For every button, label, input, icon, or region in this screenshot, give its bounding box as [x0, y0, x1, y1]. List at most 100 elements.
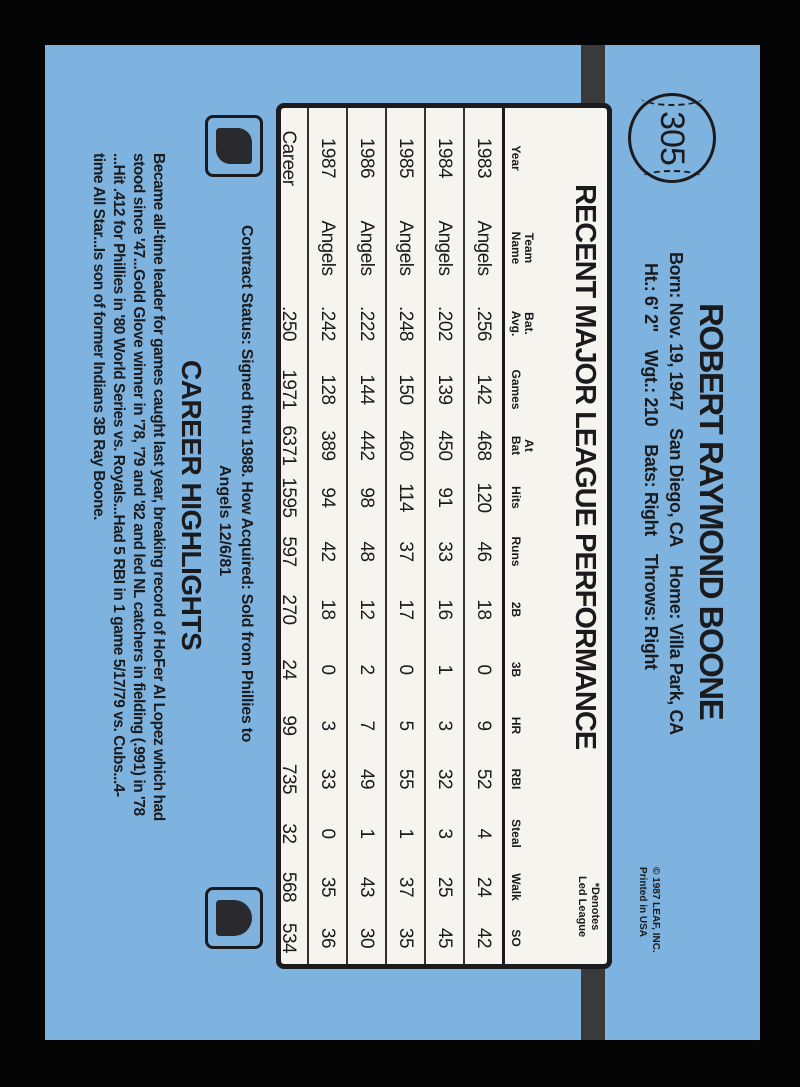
header-text: Year [509, 145, 523, 171]
header-text: 3B [509, 661, 523, 678]
stats-cell: 735 [278, 763, 300, 795]
stats-cell: 3 [317, 720, 339, 731]
stats-cell: 36 [317, 927, 339, 949]
stats-panel: RECENT MAJOR LEAGUE PERFORMANCE *Denotes… [270, 103, 612, 969]
stats-cell: 4 [473, 828, 495, 839]
mlb-logo [205, 887, 263, 949]
bats: Bats: Right [641, 444, 661, 536]
column-header: 2B [509, 579, 523, 640]
stats-cell: 2 [356, 664, 378, 675]
stats-cell: 1971 [278, 369, 300, 410]
column-header: Team Name [509, 208, 536, 288]
stats-cell: 35 [395, 927, 417, 949]
stats-cell: 144 [356, 374, 378, 405]
stats-cell: 18 [473, 599, 495, 620]
stats-cell: 0 [395, 664, 417, 675]
stats-cell: .250 [278, 306, 300, 341]
column-header: Bat. Avg. [509, 288, 536, 359]
column-header: HR [509, 699, 523, 752]
stats-cell: 46 [473, 541, 495, 562]
stats-cell: 16 [434, 599, 456, 620]
column-header: Steal [509, 806, 523, 861]
header-text: Runs [509, 536, 523, 567]
players-association-logo [205, 115, 263, 177]
highlight-line: ...Hit .412 for Phillies in '80 World Se… [110, 153, 127, 797]
stats-row: 1987 Angels .242 128 389 94 42 18 0 3 33 0 35 36 [309, 108, 348, 964]
stats-cell: 42 [473, 927, 495, 949]
column-header: Hits [509, 471, 523, 524]
header-text: Games [509, 369, 523, 410]
highlight-line: Became all-time leader for games caught … [150, 153, 167, 821]
stats-cell: 5 [395, 720, 417, 731]
stats-cell: 1985 [395, 137, 417, 179]
stats-cell: 1 [434, 664, 456, 675]
stats-cell: 32 [278, 823, 300, 844]
stats-cell: 12 [356, 599, 378, 620]
header-text: At [522, 439, 536, 452]
player-name: ROBERT RAYMOND BOONE [693, 303, 730, 720]
card-number: 305 [653, 111, 691, 165]
stats-cell: 24 [278, 659, 300, 680]
stats-cell: 450 [434, 430, 456, 461]
stats-cell: 48 [356, 541, 378, 562]
highlight-line: stood since '47...Gold Glove winner in '… [130, 153, 147, 816]
stats-row: Career .250 1971 6371 1595 597 270 24 99 735 32 568… [270, 108, 309, 964]
copyright-line: © 1987 LEAF, INC. [650, 867, 661, 953]
column-header: SO [509, 913, 523, 963]
header-text: Avg. [509, 310, 523, 337]
stats-cell: 1 [356, 828, 378, 839]
header-text: Steal [509, 819, 523, 848]
stats-cell: 24 [473, 876, 495, 898]
stats-cell: 120 [473, 482, 495, 513]
stats-cell: 6371 [278, 425, 300, 466]
stats-cell: 139 [434, 374, 456, 405]
stats-cell: 35 [317, 876, 339, 898]
header-text: SO [509, 929, 523, 947]
stats-cell: 94 [317, 487, 339, 508]
header-text: Name [509, 231, 523, 265]
stats-cell: 55 [395, 768, 417, 790]
stats-cell: 150 [395, 374, 417, 405]
stats-cell: 32 [434, 768, 456, 790]
stats-cell: 1595 [278, 477, 300, 518]
stats-header-row: Year Team Name Bat. Avg. Games At Bat Hits Runs 2B… [505, 108, 549, 964]
stats-cell: 568 [278, 871, 300, 903]
column-header: Walk [509, 861, 523, 913]
stats-cell: 1986 [356, 137, 378, 179]
stats-table: Year Team Name Bat. Avg. Games At Bat Hits Runs 2B… [270, 108, 549, 964]
stats-row: 1986 Angels .222 144 442 98 48 12 2 7 49 1 43 30 [348, 108, 387, 964]
stats-cell: 0 [317, 664, 339, 675]
header-text: HR [509, 716, 523, 735]
stats-cell: 0 [317, 828, 339, 839]
column-header: Runs [509, 524, 523, 579]
career-highlights-text: Became all-time leader for games caught … [88, 153, 168, 963]
stats-cell: Angels [317, 220, 339, 276]
stats-cell: 468 [473, 430, 495, 461]
stats-cell: 270 [278, 594, 300, 625]
column-header: At Bat [509, 420, 536, 471]
stats-cell: 142 [473, 374, 495, 405]
stats-cell: .248 [395, 306, 417, 341]
stats-cell: Career [278, 130, 300, 186]
born: Born: Nov. 19, 1947 [666, 252, 686, 411]
header-text: Walk [509, 873, 523, 901]
stats-cell: 49 [356, 768, 378, 790]
stats-cell: 91 [434, 487, 456, 508]
contract-status: Contract Status: Signed thru 1988. How A… [238, 225, 255, 743]
stats-cell: 33 [434, 541, 456, 562]
throws: Throws: Right [641, 553, 661, 670]
baseball-card-back: 305 ROBERT RAYMOND BOONE Born: Nov. 19, … [45, 45, 760, 1040]
stats-cell: 442 [356, 430, 378, 461]
height: Ht.: 6' 2" [641, 263, 661, 332]
stats-cell: 45 [434, 927, 456, 949]
stats-cell: 0 [473, 664, 495, 675]
header-text: 2B [509, 601, 523, 618]
stats-cell: 1 [395, 828, 417, 839]
bio-line-2: Ht.: 6' 2" Wgt.: 210 Bats: Right Throws: Ri… [640, 263, 661, 688]
stats-cell: 17 [395, 599, 417, 620]
stats-cell: 3 [434, 828, 456, 839]
stats-cell: 25 [434, 876, 456, 898]
stats-cell: .256 [473, 306, 495, 341]
stats-row: 1985 Angels .248 150 460 114 37 17 0 5 55 1 37 35 [387, 108, 426, 964]
column-header: RBI [509, 752, 523, 806]
